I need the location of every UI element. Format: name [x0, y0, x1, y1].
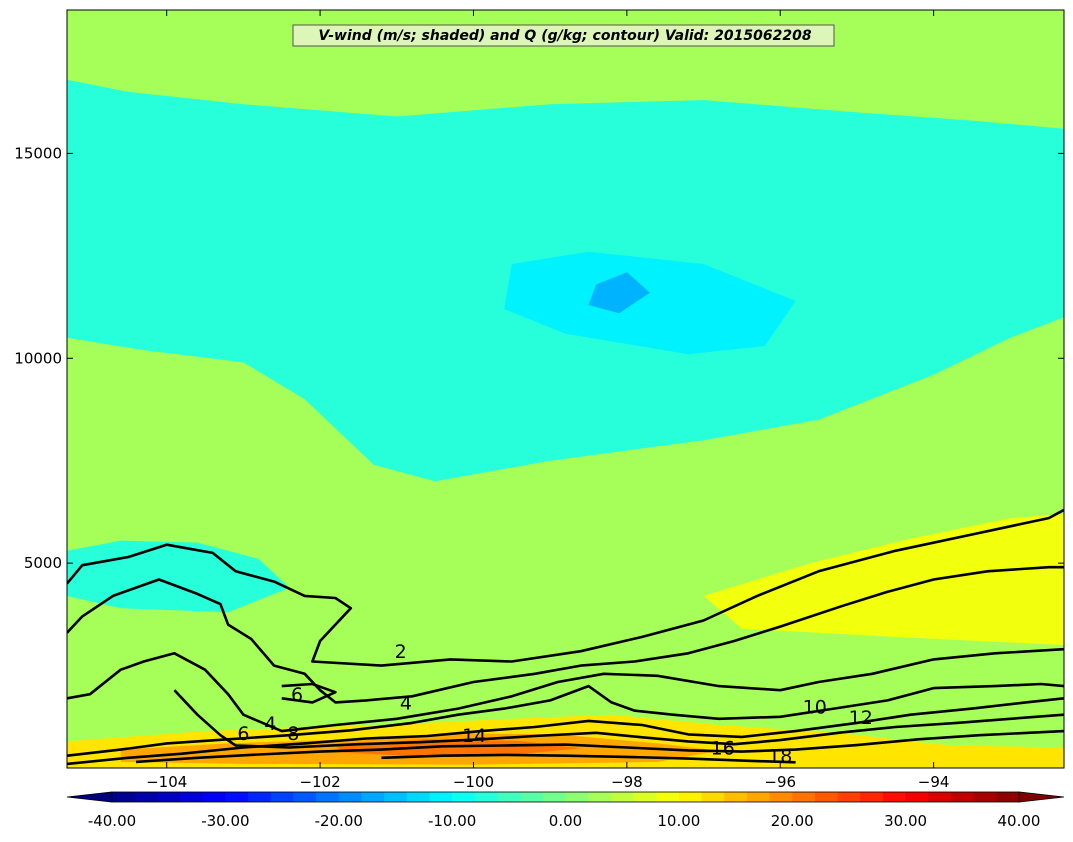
- contour-lines: [67, 508, 1064, 766]
- colorbar-bin: [248, 792, 272, 802]
- contour-label: 4: [400, 692, 412, 714]
- contour-line: [67, 565, 1064, 704]
- y-axis: 5000 10000 15000: [14, 144, 1064, 572]
- contour-line: [67, 682, 1064, 757]
- colorbar-bin: [588, 792, 612, 802]
- x-tick-label: −102: [299, 773, 340, 791]
- contour-label: 4: [264, 713, 276, 735]
- colorbar-bin: [316, 792, 340, 802]
- colorbar-bin: [633, 792, 657, 802]
- y-tick-label: 15000: [14, 144, 62, 162]
- x-tick-label: −100: [453, 773, 494, 791]
- contour-label: 6: [237, 723, 249, 745]
- contour-label: 14: [462, 725, 486, 747]
- colorbar-bin: [520, 792, 544, 802]
- colorbar-bin: [384, 792, 408, 802]
- colorbar-bin: [724, 792, 748, 802]
- colorbar-bin: [769, 792, 793, 802]
- contour-line: [135, 729, 1064, 764]
- colorbar-tick-label: 30.00: [884, 812, 927, 830]
- colorbar-bin: [361, 792, 385, 802]
- colorbar-bin: [112, 792, 136, 802]
- colorbar-bin: [656, 792, 680, 802]
- contour-line: [173, 689, 1064, 749]
- contour-label: 12: [849, 707, 873, 729]
- title-background: [292, 24, 835, 47]
- colorbar-bin: [225, 792, 249, 802]
- colorbar-bin: [202, 792, 226, 802]
- contour-line: [67, 508, 1064, 667]
- x-tick-label: −96: [764, 773, 796, 791]
- colorbar-bin: [565, 792, 589, 802]
- colorbar-bin: [338, 792, 362, 802]
- colorbar-tick-label: -20.00: [315, 812, 363, 830]
- colorbar-bin: [157, 792, 181, 802]
- contour-label: 10: [803, 697, 827, 719]
- colorbar-bin: [814, 792, 838, 802]
- colorbar-extend-low: [66, 791, 113, 803]
- colorbar-extend-high: [1018, 791, 1065, 803]
- colorbar-bin: [678, 792, 702, 802]
- colorbar-bin: [429, 792, 453, 802]
- colorbar-bin: [746, 792, 770, 802]
- colorbar-bin: [996, 792, 1020, 802]
- colorbar-tick-label: 10.00: [657, 812, 700, 830]
- colorbar-tick-label: 40.00: [998, 812, 1041, 830]
- colorbar-frame: [111, 791, 1020, 803]
- chart-title: V-wind (m/s; shaded) and Q (g/kg; contou…: [318, 28, 811, 44]
- colorbar-bin: [406, 792, 430, 802]
- colorbar-tick-label: -10.00: [428, 812, 476, 830]
- colorbar-bin: [905, 792, 929, 802]
- contour-label: 18: [768, 746, 792, 768]
- contour-line: [281, 682, 337, 704]
- y-tick-label: 5000: [24, 554, 62, 572]
- x-tick-label: −94: [918, 773, 950, 791]
- colorbar-bin: [610, 792, 634, 802]
- colorbar-bin: [542, 792, 566, 802]
- plot-frame: [66, 9, 1065, 769]
- x-axis: −104 −102 −100 −98 −96 −94: [146, 10, 949, 791]
- colorbar-bin: [180, 792, 204, 802]
- colorbar-bin: [928, 792, 952, 802]
- contour-label: 2: [395, 641, 407, 663]
- contour-line: [67, 697, 1064, 766]
- colorbar-bin: [134, 792, 158, 802]
- colorbar-tick-label: -30.00: [201, 812, 249, 830]
- colorbar-bin: [293, 792, 317, 802]
- colorbar-tick-label: 20.00: [771, 812, 814, 830]
- colorbar-bin: [474, 792, 498, 802]
- y-tick-label: 10000: [14, 349, 62, 367]
- shade-region: [504, 251, 796, 355]
- contour-label: 6: [291, 684, 303, 706]
- colorbar-bin: [950, 792, 975, 802]
- contour-label: 16: [711, 738, 735, 760]
- title-box: V-wind (m/s; shaded) and Q (g/kg; contou…: [292, 24, 835, 47]
- colorbar-bin: [860, 792, 884, 802]
- colorbar-bin: [701, 792, 725, 802]
- contour-line: [67, 647, 1064, 733]
- colorbar-bin: [452, 792, 476, 802]
- colorbar-bin: [837, 792, 861, 802]
- colorbar-bin: [497, 792, 521, 802]
- colorbar-bin: [973, 792, 997, 802]
- colorbar-tick-label: 0.00: [549, 812, 582, 830]
- shade-region: [703, 514, 1064, 646]
- colorbar-bin: [792, 792, 816, 802]
- colorbar-tick-label: -40.00: [88, 812, 136, 830]
- colorbar-bins: [112, 792, 1020, 802]
- colorbar-bin: [270, 792, 294, 802]
- x-tick-label: −98: [611, 773, 643, 791]
- shade-region: [588, 272, 650, 314]
- colorbar: -40.00 -30.00 -20.00 -10.00 0.00 10.00 20.00 30…: [66, 791, 1065, 830]
- contour-line: [381, 753, 796, 764]
- contour-label: 8: [287, 723, 299, 745]
- colorbar-bin: [882, 792, 907, 802]
- x-tick-label: −104: [146, 773, 187, 791]
- colorbar-ticks: -40.00 -30.00 -20.00 -10.00 0.00 10.00 20.00 30…: [88, 812, 1041, 830]
